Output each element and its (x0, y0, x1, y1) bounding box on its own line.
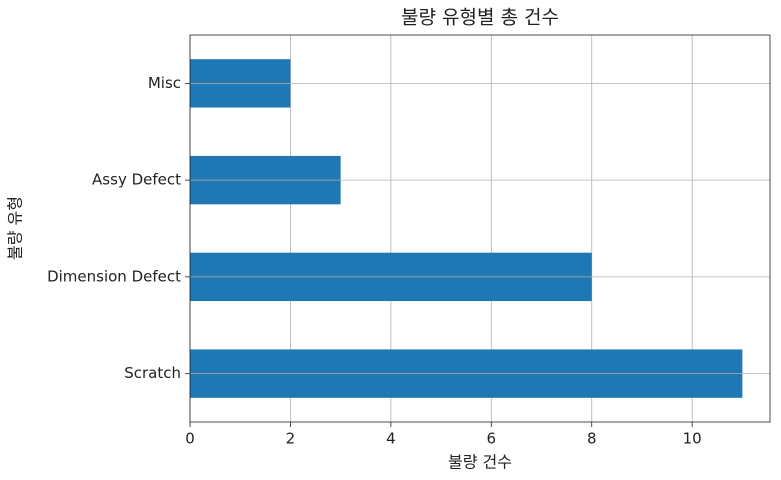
y-tick-label: Scratch (124, 364, 181, 382)
x-tick-label: 6 (487, 430, 497, 448)
x-tick-label: 4 (386, 430, 396, 448)
x-tick-label: 2 (286, 430, 296, 448)
y-tick-label: Misc (148, 74, 181, 92)
y-tick-label: Assy Defect (92, 171, 181, 189)
x-tick-label: 0 (185, 430, 195, 448)
x-tick-label: 10 (683, 430, 702, 448)
y-tick-label: Dimension Defect (47, 267, 181, 285)
plot-frame (189, 34, 771, 423)
chart-title: 불량 유형별 총 건수 (401, 7, 559, 29)
x-tick-label: 8 (587, 430, 597, 448)
x-axis-label: 불량 건수 (448, 453, 512, 472)
y-axis-label: 불량 유형 (6, 196, 25, 260)
